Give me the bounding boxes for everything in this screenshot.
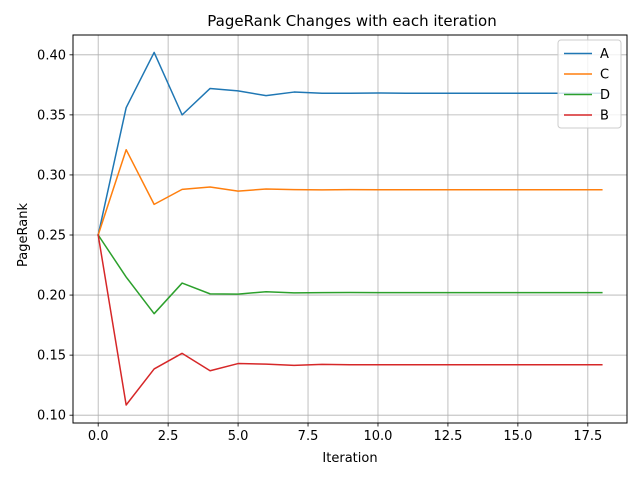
y-tick-label: 0.15 — [37, 349, 66, 364]
series-line-a — [97, 51, 603, 236]
y-tick-label: 0.35 — [37, 108, 66, 123]
legend-label-a: A — [600, 47, 609, 62]
y-tick-label: 0.20 — [37, 289, 66, 304]
x-tick-label: 0.0 — [88, 429, 109, 444]
y-axis-label: PageRank — [16, 203, 31, 267]
plot-frame — [72, 34, 628, 424]
grid-lines — [73, 35, 627, 423]
x-axis-label: Iteration — [322, 451, 377, 466]
axis-ticks: 0.0 2.5 5.0 7.5 10.0 12.5 15.0 17.5 0.10 0.15 0.20… — [37, 48, 602, 444]
series-line-d — [97, 233, 603, 315]
chart-title: PageRank Changes with each iteration — [207, 12, 496, 30]
x-tick-label: 2.5 — [158, 429, 179, 444]
x-tick-label: 10.0 — [364, 429, 393, 444]
series-lines — [97, 51, 603, 406]
legend-box — [557, 39, 622, 129]
legend-label-c: C — [600, 68, 609, 83]
legend-label-d: D — [600, 88, 610, 103]
x-tick-label: 15.0 — [503, 429, 532, 444]
x-tick-label: 12.5 — [433, 429, 462, 444]
y-tick-label: 0.40 — [37, 48, 66, 63]
x-tick-label: 7.5 — [298, 429, 319, 444]
x-tick-label: 5.0 — [228, 429, 249, 444]
series-line-c — [97, 148, 603, 236]
x-tick-label: 17.5 — [573, 429, 602, 444]
y-tick-label: 0.25 — [37, 229, 66, 244]
series-line-b — [97, 234, 603, 406]
legend-label-b: B — [600, 109, 609, 124]
y-tick-label: 0.10 — [37, 409, 66, 424]
y-tick-label: 0.30 — [37, 168, 66, 183]
